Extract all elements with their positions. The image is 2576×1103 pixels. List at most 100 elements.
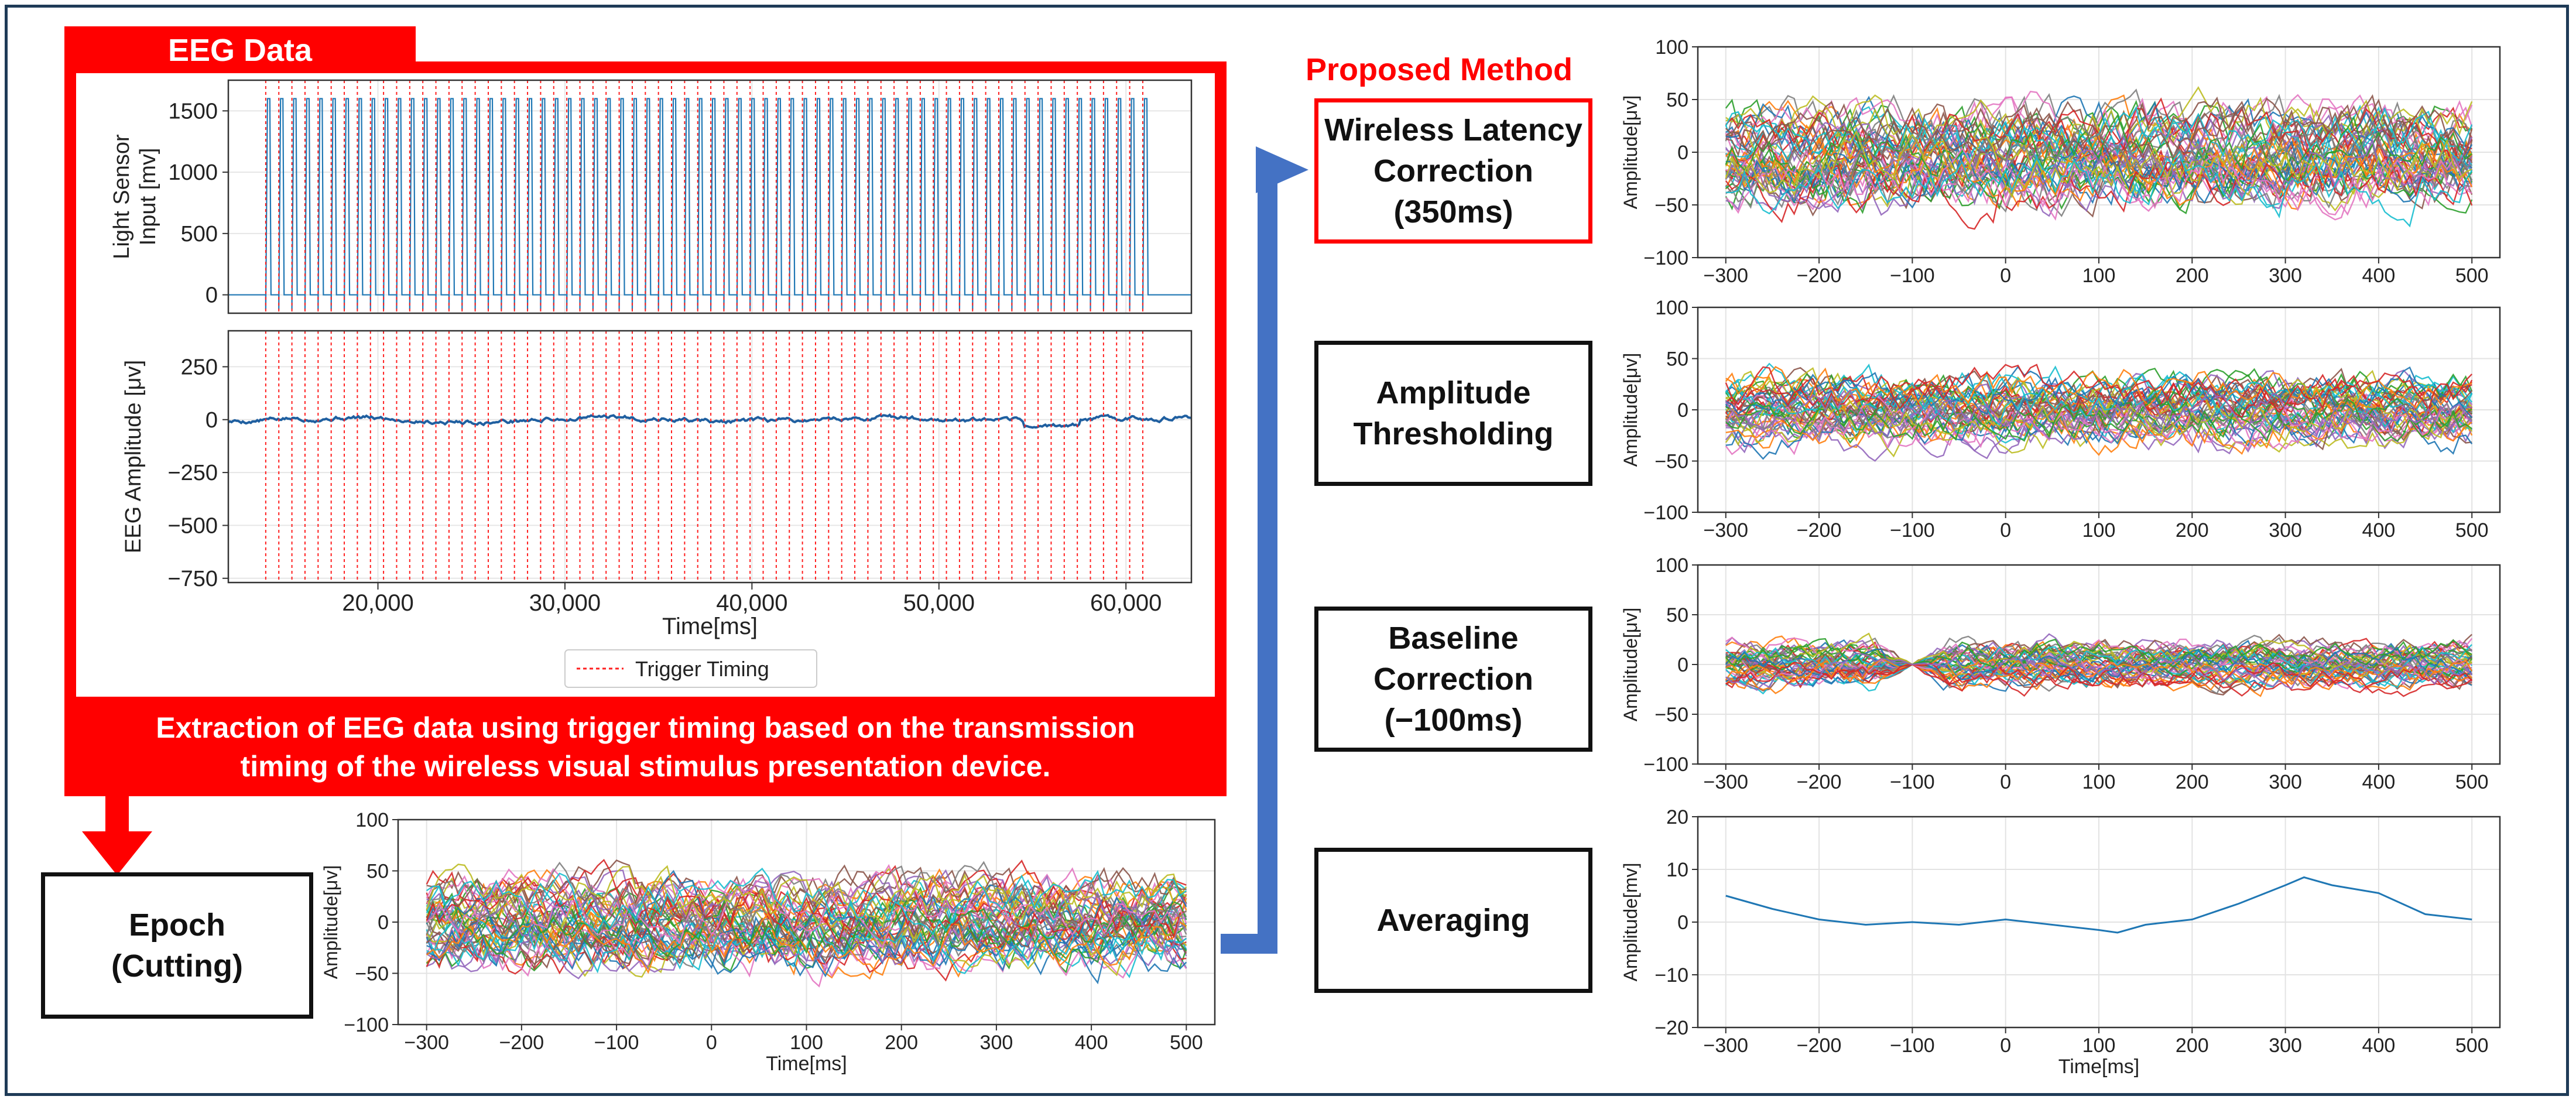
y-tick-label: 0 bbox=[1677, 912, 1688, 934]
x-tick-label: 0 bbox=[2000, 265, 2011, 287]
epoch-trace bbox=[426, 912, 1187, 976]
x-tick-label: 300 bbox=[980, 1032, 1013, 1054]
y-tick-label: 50 bbox=[1666, 348, 1688, 371]
epoch-trace bbox=[426, 898, 1187, 962]
down-arrow-shaft bbox=[105, 793, 129, 834]
bottom-y-axis-label: EEG Amplitude [μv] bbox=[121, 360, 146, 553]
x-tick-label: −300 bbox=[1703, 771, 1748, 793]
eeg-tick-labels: 1500 1000 500 0 250 0 −250 −500 −750 20,000 30,000… bbox=[109, 99, 1162, 639]
averaging-step: Averaging bbox=[1314, 848, 1592, 993]
epoch-trace bbox=[426, 921, 1187, 985]
epoch-trace bbox=[426, 899, 1187, 969]
epoch-trace bbox=[1725, 124, 2472, 194]
top-y-tick-label: 500 bbox=[181, 222, 218, 246]
top-y-axis-label-line2: Input [mv] bbox=[136, 148, 160, 246]
plot-area: −300 −200 −100 0 100 200 300 400 500 −100 −50 0 50 10… bbox=[1620, 297, 2501, 542]
plot-area: −300 −200 −100 0 100 200 300 400 500 −100 −50 0 50 10… bbox=[1620, 554, 2501, 793]
y-tick-label: 100 bbox=[1655, 297, 1688, 319]
y-tick-label: 100 bbox=[355, 809, 389, 831]
epoch-trace bbox=[1725, 384, 2473, 443]
y-tick-label: 100 bbox=[1655, 554, 1688, 577]
legend-box bbox=[564, 649, 817, 688]
eeg-trigger-chart: 1500 1000 500 0 250 0 −250 −500 −750 20,000 30,000… bbox=[109, 79, 1193, 688]
x-tick-label: 200 bbox=[2176, 771, 2209, 793]
average-series-line bbox=[1725, 876, 2472, 934]
x-tick-label: 300 bbox=[2269, 265, 2302, 287]
y-tick-label: −50 bbox=[355, 963, 389, 985]
epoch-trace bbox=[1725, 638, 2472, 668]
plot-frame bbox=[1697, 306, 2501, 513]
y-tick-label: −100 bbox=[1643, 247, 1688, 269]
epoch-trace bbox=[1725, 652, 2472, 691]
y-tick-label: −20 bbox=[1654, 1017, 1688, 1039]
x-tick-label: 500 bbox=[2455, 1035, 2489, 1057]
panel-background bbox=[228, 331, 1191, 583]
epoch-trace bbox=[1725, 395, 2473, 451]
y-axis-label: Amplitude[μv] bbox=[320, 865, 341, 979]
traces bbox=[1725, 876, 2472, 934]
epoch-trace bbox=[426, 873, 1187, 933]
trigger-legend: Trigger Timing bbox=[564, 649, 817, 688]
epoch-trace bbox=[1725, 114, 2472, 186]
y-axis-label: Amplitude[μv] bbox=[1620, 95, 1641, 210]
x-tick-label: 60,000 bbox=[1090, 590, 1162, 616]
plot-frame bbox=[1697, 46, 2501, 259]
caption-line-1: Extraction of EEG data using trigger tim… bbox=[156, 711, 1135, 744]
x-tick-label: 100 bbox=[790, 1032, 823, 1054]
thresholded-chart: −300 −200 −100 0 100 200 300 400 500 −100 −50 0 50 10… bbox=[1620, 297, 2501, 542]
x-tick-label: 300 bbox=[2269, 771, 2302, 793]
epoch-trace bbox=[1725, 650, 2472, 682]
x-tick-label: 200 bbox=[2176, 1035, 2209, 1057]
blue-arrow-head bbox=[1256, 146, 1308, 193]
x-tick-label: 100 bbox=[2082, 519, 2116, 542]
x-tick-label: 200 bbox=[2176, 265, 2209, 287]
y-tick-label: −10 bbox=[1654, 964, 1688, 986]
x-axis-label: Time[ms] bbox=[766, 1053, 847, 1075]
x-tick-label: 300 bbox=[2269, 519, 2302, 542]
epoch-trace bbox=[1725, 366, 2473, 419]
x-tick-label: 100 bbox=[2082, 265, 2116, 287]
y-tick-label: −100 bbox=[1643, 502, 1688, 524]
x-tick-label: −300 bbox=[404, 1032, 449, 1054]
x-tick-label: 400 bbox=[1075, 1032, 1108, 1054]
x-tick-label: −200 bbox=[1797, 519, 1842, 542]
extraction-caption: Extraction of EEG data using trigger tim… bbox=[64, 697, 1227, 796]
amplitude-thresholding-step: Amplitude Thresholding bbox=[1314, 341, 1592, 486]
legend-trigger-label: Trigger Timing bbox=[635, 657, 769, 681]
y-tick-label: −50 bbox=[1654, 704, 1688, 726]
x-tick-label: 100 bbox=[2082, 1035, 2116, 1057]
x-tick-label: 400 bbox=[2362, 1035, 2396, 1057]
bottom-y-tick-label: 0 bbox=[205, 408, 218, 433]
plot-area: −300 −200 −100 0 100 200 300 400 500 −100 −50 0 50 10… bbox=[1620, 36, 2501, 287]
averaged-chart: −300 −200 −100 0 100 200 300 400 500−20−1001020A… bbox=[1620, 806, 2501, 1078]
wireless-latency-step: Wireless Latency Correction (350ms) bbox=[1314, 98, 1592, 244]
epoch-trace bbox=[1725, 662, 2473, 692]
epoch-trace bbox=[426, 864, 1187, 928]
epoch-trace bbox=[1725, 388, 2473, 444]
epoch-trace bbox=[1725, 381, 2473, 426]
y-tick-label: 0 bbox=[378, 912, 389, 934]
epoch-trace bbox=[1725, 659, 2472, 695]
y-axis-label: Amplitude[μv] bbox=[1620, 608, 1641, 722]
x-tick-label: 50,000 bbox=[903, 590, 975, 616]
x-tick-label: 0 bbox=[706, 1032, 717, 1054]
bottom-y-tick-label: −250 bbox=[167, 461, 218, 485]
y-axis-label: Amplitude[mv] bbox=[1620, 863, 1641, 982]
bottom-y-tick-label: −750 bbox=[167, 567, 218, 591]
x-tick-label: 0 bbox=[2000, 771, 2011, 793]
x-tick-label: 0 bbox=[2000, 1035, 2011, 1057]
plot-area: −300 −200 −100 0 100 200 300 400 500 −100 −50 0 50 10… bbox=[320, 809, 1216, 1075]
x-axis-label: Time[ms] bbox=[2058, 1056, 2140, 1078]
y-tick-label: 50 bbox=[366, 861, 389, 883]
plot-frame bbox=[1697, 816, 2501, 1029]
baseline-corrected-chart: −300 −200 −100 0 100 200 300 400 500 −100 −50 0 50 10… bbox=[1620, 554, 2501, 793]
x-tick-label: 500 bbox=[2455, 771, 2489, 793]
y-tick-label: −100 bbox=[1643, 753, 1688, 776]
y-tick-label: 50 bbox=[1666, 89, 1688, 111]
traces bbox=[1725, 632, 2473, 697]
x-tick-label: −100 bbox=[1890, 519, 1935, 542]
traces bbox=[426, 858, 1187, 988]
x-tick-label: −300 bbox=[1703, 519, 1748, 542]
top-y-tick-label: 0 bbox=[205, 283, 218, 308]
top-y-tick-label: 1000 bbox=[168, 160, 218, 185]
